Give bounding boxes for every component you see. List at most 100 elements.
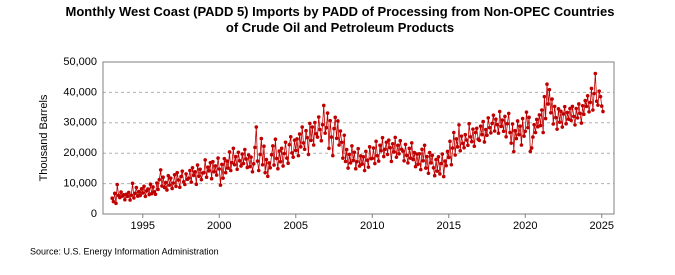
data-point [406, 161, 410, 165]
data-point [206, 165, 210, 169]
data-point [311, 143, 316, 147]
data-point [259, 136, 264, 141]
data-point [223, 170, 228, 175]
data-point [332, 126, 336, 131]
data-point [114, 201, 118, 206]
data-point [233, 154, 238, 159]
data-point [491, 113, 496, 117]
data-point [274, 156, 279, 161]
data-point [528, 149, 533, 154]
data-point [417, 152, 422, 156]
data-point [214, 173, 219, 177]
data-point [559, 109, 563, 114]
data-point [416, 162, 420, 166]
data-point [427, 150, 432, 155]
data-point [565, 110, 570, 115]
data-point [134, 185, 139, 190]
data-point [560, 125, 565, 129]
data-point [281, 164, 285, 168]
data-point [328, 118, 332, 123]
data-point [411, 157, 415, 162]
data-point [494, 117, 498, 121]
x-tick-label: 2000 [207, 220, 231, 232]
data-point [318, 127, 322, 132]
data-point [160, 184, 164, 188]
data-point [575, 116, 580, 120]
data-point [599, 104, 604, 108]
data-point [237, 159, 242, 163]
data-point [142, 184, 146, 189]
data-point [162, 185, 167, 190]
data-point [389, 159, 394, 164]
data-point [305, 135, 310, 140]
data-point [446, 155, 451, 160]
data-point [260, 162, 265, 167]
data-point [366, 165, 371, 169]
data-point [367, 145, 372, 149]
data-point [448, 139, 452, 144]
data-point [161, 175, 165, 180]
data-point [337, 143, 341, 147]
data-point [137, 189, 141, 194]
data-point [573, 123, 577, 127]
data-point [143, 194, 148, 199]
data-point [582, 112, 586, 117]
data-point [299, 145, 303, 149]
data-point [285, 156, 289, 160]
data-point [539, 108, 544, 112]
data-point [520, 116, 525, 121]
data-point [583, 98, 588, 103]
data-point [466, 143, 470, 148]
data-point [422, 143, 427, 148]
data-point [239, 164, 243, 168]
data-point [362, 168, 367, 173]
x-tick-label: 2010 [360, 220, 384, 232]
data-point [313, 120, 317, 125]
data-point [409, 141, 414, 145]
data-point [408, 156, 413, 160]
data-point [157, 177, 162, 182]
data-point [342, 133, 347, 138]
data-point [376, 159, 381, 163]
data-point [327, 146, 331, 151]
data-point [325, 111, 330, 115]
data-point [407, 146, 412, 151]
data-point [370, 156, 375, 161]
data-point [585, 93, 590, 98]
data-point [371, 146, 376, 150]
data-point [439, 161, 443, 166]
data-point [434, 157, 438, 162]
data-point [554, 115, 558, 120]
data-point [350, 144, 354, 148]
x-tick-label: 2005 [284, 220, 308, 232]
data-point [413, 164, 418, 169]
data-point [455, 145, 460, 149]
data-point [483, 127, 488, 132]
data-point [290, 151, 294, 155]
data-point [396, 143, 400, 148]
data-point [155, 181, 159, 185]
data-point [171, 181, 176, 185]
x-tick-label: 2015 [437, 220, 461, 232]
y-tick-label: 50,000 [63, 56, 97, 68]
data-point [250, 169, 255, 174]
data-point [462, 145, 466, 150]
data-point [452, 130, 456, 135]
data-point [549, 110, 553, 115]
data-point [504, 134, 508, 139]
data-point [420, 147, 424, 152]
data-point [568, 106, 572, 111]
data-point [514, 136, 519, 141]
y-tick-label: 0 [91, 208, 97, 220]
data-point [323, 131, 327, 135]
data-point [225, 159, 229, 163]
data-point [538, 123, 543, 128]
data-point [236, 150, 241, 155]
data-point [527, 115, 531, 120]
data-point [519, 143, 524, 147]
data-point [333, 115, 338, 120]
data-point [133, 191, 137, 196]
data-point [463, 132, 468, 137]
data-point [490, 121, 494, 126]
data-point [264, 157, 269, 162]
